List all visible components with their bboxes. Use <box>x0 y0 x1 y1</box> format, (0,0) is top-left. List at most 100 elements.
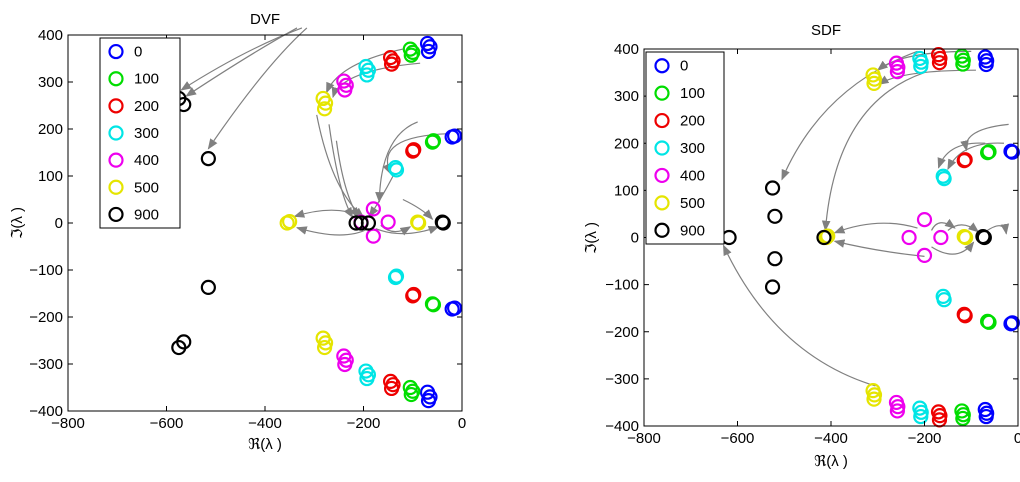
sdf-legend-label: 500 <box>680 195 705 212</box>
dvf-y-tick-label: −400 <box>29 403 63 420</box>
dvf-y-tick-label: −300 <box>29 356 63 373</box>
sdf-point-series-300 <box>936 170 952 187</box>
sdf-point-series-400 <box>889 403 905 419</box>
dvf-point-series-300 <box>388 162 405 178</box>
sdf-legend-marker-100 <box>654 85 670 101</box>
dvf-point-series-500 <box>411 215 427 231</box>
sdf-point-series-100 <box>981 314 997 330</box>
sdf-point-series-400 <box>901 229 917 246</box>
dvf-chart-title: DVF <box>250 11 280 28</box>
dvf-point-series-0 <box>420 43 437 60</box>
dvf-legend-label: 0 <box>134 44 142 61</box>
sdf-x-tick-label: −400 <box>814 430 848 447</box>
sdf-point-series-900 <box>767 251 783 267</box>
sdf-legend-label: 900 <box>680 222 705 239</box>
dvf-point-series-900 <box>353 215 369 231</box>
dvf-y-tick-label: −200 <box>29 309 63 326</box>
dvf-point-series-0 <box>419 35 436 52</box>
dvf-point-series-500 <box>282 213 298 230</box>
dvf-legend-label: 400 <box>134 152 159 169</box>
sdf-y-tick-label: 200 <box>614 135 639 152</box>
dvf-point-series-200 <box>382 49 399 66</box>
sdf-trajectory-arrow <box>821 71 925 232</box>
dvf-trajectory-arrow <box>185 27 298 97</box>
dvf-axis-ticks: −800 −600 −400 −200 0 −400 −300 −200 −100 0 100 200… <box>29 27 466 432</box>
dvf-x-tick-label: −800 <box>51 415 85 432</box>
sdf-y-axis-label: ℑ(λ ) <box>583 222 600 254</box>
dvf-point-series-200 <box>382 373 399 389</box>
dvf-legend-label: 500 <box>134 179 159 196</box>
sdf-legend-label: 300 <box>680 140 705 157</box>
dvf-legend-marker-900 <box>108 206 124 223</box>
dvf-trajectory-arrow <box>295 226 369 236</box>
sdf-legend-box <box>645 51 725 245</box>
sdf-legend-marker-500 <box>654 195 670 211</box>
dvf-x-tick-label: −200 <box>347 415 381 432</box>
sdf-y-tick-label: −400 <box>605 418 639 435</box>
dvf-point-series-100 <box>403 386 419 403</box>
dvf-point-series-0 <box>447 128 463 144</box>
dvf-point-series-0 <box>447 300 463 316</box>
sdf-point-series-0 <box>1004 144 1020 160</box>
dvf-y-tick-label: 200 <box>38 121 63 138</box>
sdf-point-series-900 <box>976 229 992 246</box>
dvf-point-series-900 <box>176 334 192 350</box>
dvf-point-series-900 <box>200 151 216 167</box>
dvf-x-tick-label: 0 <box>458 415 466 432</box>
dvf-point-series-100 <box>403 47 419 63</box>
dvf-point-series-200 <box>406 286 422 303</box>
sdf-point-series-900 <box>764 279 781 295</box>
sdf-point-series-500 <box>958 229 974 246</box>
sdf-x-tick-label: 0 <box>1014 430 1020 447</box>
sdf-point-series-900 <box>767 208 783 224</box>
sdf-legend-marker-0 <box>654 58 670 74</box>
dvf-legend-marker-400 <box>108 152 124 168</box>
sdf-chart-title: SDF <box>811 22 841 39</box>
sdf-trajectory-arrow <box>833 239 925 257</box>
dvf-point-series-300 <box>359 67 375 83</box>
sdf-point-series-200 <box>957 152 973 168</box>
sdf-point-series-100 <box>955 410 971 427</box>
dvf-legend-marker-100 <box>108 71 124 87</box>
sdf-trajectory-arrow <box>960 123 1009 152</box>
sdf-point-series-100 <box>955 56 971 72</box>
sdf-point-series-300 <box>913 58 929 75</box>
dvf-x-axis-label: ℜ(λ ) <box>248 436 282 453</box>
dvf-legend-marker-0 <box>108 43 124 60</box>
sdf-point-series-400 <box>916 247 933 264</box>
dvf-legend-label: 200 <box>134 98 159 115</box>
dvf-legend-marker-500 <box>108 179 124 195</box>
dvf-y-tick-label: 300 <box>38 74 63 91</box>
sdf-legend: 0 100 200 300 400 500 900 <box>645 51 725 245</box>
dvf-point-series-400 <box>337 82 353 98</box>
dvf-legend-label: 900 <box>134 206 159 223</box>
dvf-y-axis-label: ℑ(λ ) <box>9 207 26 239</box>
sdf-y-tick-label: −100 <box>605 277 639 294</box>
sdf-x-tick-label: −600 <box>721 430 755 447</box>
sdf-point-series-200 <box>931 55 948 71</box>
dvf-trajectory-arrow <box>402 198 434 221</box>
dvf-point-series-400 <box>380 214 396 230</box>
sdf-point-series-100 <box>981 144 997 160</box>
dvf-point-series-900 <box>435 215 451 231</box>
dvf-trajectory-arrow <box>375 225 440 235</box>
dvf-y-tick-label: −100 <box>29 262 63 279</box>
dvf-point-series-100 <box>402 41 418 57</box>
dvf-point-series-200 <box>383 56 400 72</box>
sdf-legend-label: 400 <box>680 167 705 184</box>
sdf-legend-marker-300 <box>654 140 670 156</box>
dvf-trajectory-arrow <box>331 62 421 99</box>
dvf-point-series-900 <box>360 215 377 231</box>
dvf-legend: 0 100 200 300 400 500 900 <box>99 37 181 229</box>
sdf-point-series-900 <box>816 229 832 246</box>
sdf-data-points <box>721 47 1020 428</box>
sdf-trajectory-arrow <box>930 218 956 231</box>
dvf-trajectory-arrow <box>293 209 362 218</box>
dvf-x-tick-label: −400 <box>248 415 282 432</box>
dvf-point-series-900 <box>200 279 216 295</box>
sdf-y-tick-label: 300 <box>614 88 639 105</box>
dvf-point-series-100 <box>425 297 442 313</box>
sdf-y-tick-label: −300 <box>605 371 639 388</box>
dvf-y-tick-label: 400 <box>38 27 63 44</box>
dvf-x-tick-label: −600 <box>150 415 184 432</box>
